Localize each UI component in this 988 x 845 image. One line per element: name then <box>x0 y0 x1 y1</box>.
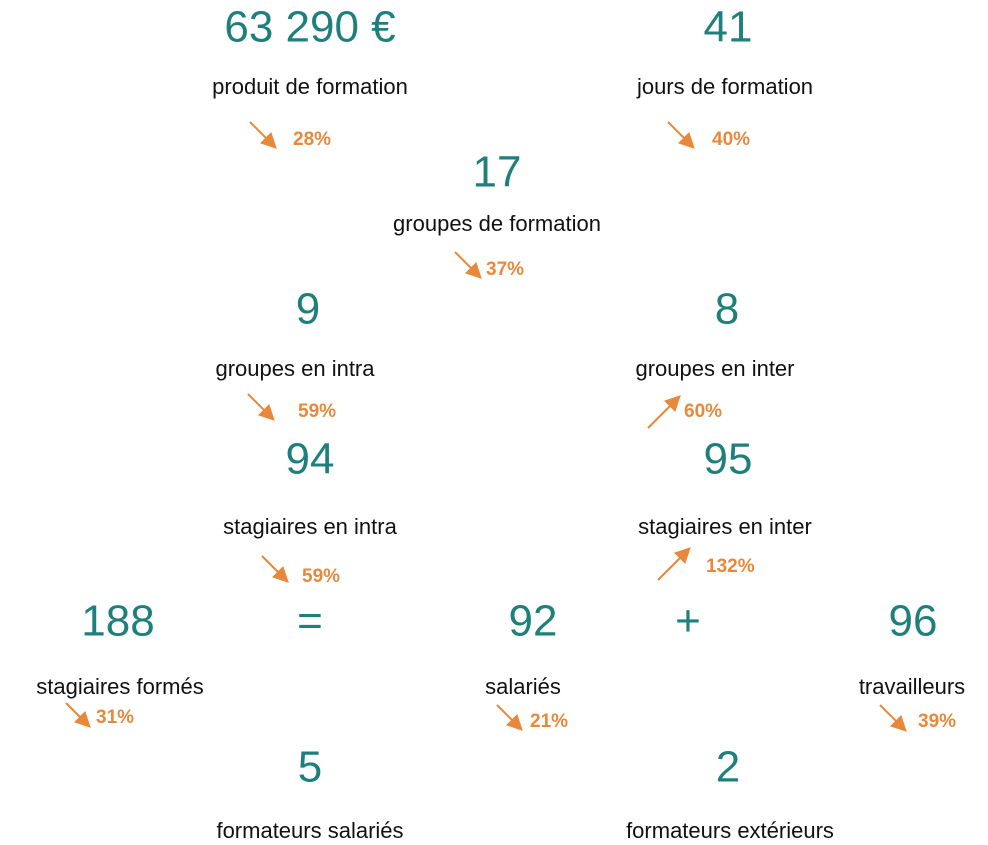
metric-label: formateurs extérieurs <box>626 818 834 843</box>
metric-label: groupes en intra <box>216 356 376 381</box>
metric-label: groupes en inter <box>636 356 795 381</box>
metric-change: 39% <box>918 711 956 732</box>
metric-value: 2 <box>716 743 740 792</box>
operator: = <box>297 597 323 646</box>
metric-label: produit de formation <box>212 74 408 99</box>
metric-value: 188 <box>81 597 154 646</box>
arrow-down <box>667 121 695 149</box>
metric-label: salariés <box>485 674 561 699</box>
metric-change: 132% <box>706 556 755 577</box>
metric-value: 5 <box>298 743 322 792</box>
metric-label: travailleurs <box>859 674 965 699</box>
metric-change: 59% <box>302 566 340 587</box>
metric-label: formateurs salariés <box>216 818 403 843</box>
arrow-down <box>879 704 907 732</box>
arrow-up <box>657 547 691 581</box>
metric-value: 17 <box>473 148 522 197</box>
metric-change: 31% <box>96 707 134 728</box>
metric-change: 59% <box>298 401 336 422</box>
metric-value: 95 <box>704 435 753 484</box>
metric-label: jours de formation <box>636 74 813 99</box>
metric-label: stagiaires en inter <box>638 514 812 539</box>
metric-value: 96 <box>889 597 938 646</box>
metric-change: 60% <box>684 401 722 422</box>
metric-value: 41 <box>704 3 753 52</box>
metric-value: 92 <box>509 597 558 646</box>
arrow-down <box>249 121 277 149</box>
metric-change: 21% <box>530 711 568 732</box>
operator: + <box>675 597 701 646</box>
arrow-up <box>647 395 681 429</box>
metric-change: 37% <box>486 259 524 280</box>
metric-label: stagiaires formés <box>36 674 204 699</box>
metric-value: 94 <box>286 435 335 484</box>
metric-value: 8 <box>715 285 739 334</box>
arrow-down <box>454 251 482 279</box>
metric-change: 28% <box>293 129 331 150</box>
metric-label: groupes de formation <box>393 211 601 236</box>
arrow-down <box>247 393 275 421</box>
metric-value: 63 290 € <box>224 3 395 52</box>
arrow-down <box>496 704 523 731</box>
metric-label: stagiaires en intra <box>223 514 397 539</box>
arrow-down <box>65 702 91 728</box>
metric-change: 40% <box>712 129 750 150</box>
metric-value: 9 <box>296 285 320 334</box>
arrow-down <box>261 555 289 583</box>
